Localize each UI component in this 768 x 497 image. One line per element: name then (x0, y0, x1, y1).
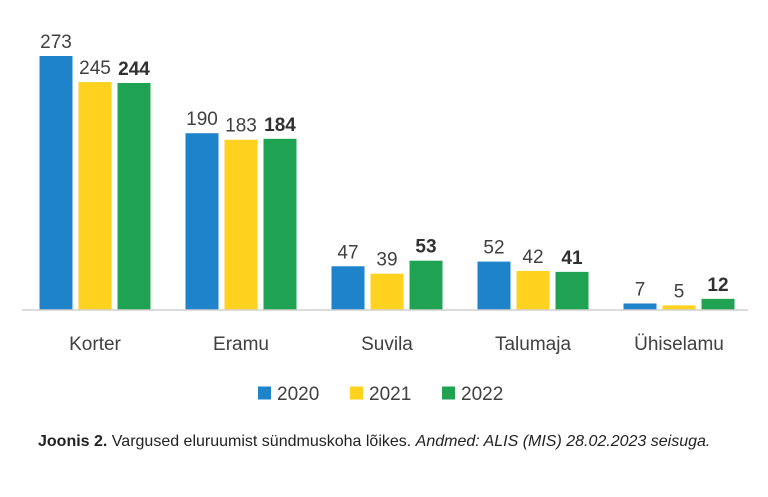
bar-korter-2022 (117, 82, 151, 310)
category-label-3: Suvila (361, 334, 413, 355)
category-labels-layer: Korter Eramu Suvila Talumaja Ühiselamu (69, 334, 724, 355)
value-label-korter-2020: 273 (40, 32, 72, 53)
value-label-suvila-2022: 53 (415, 237, 436, 258)
legend-label-2020: 2020 (277, 384, 319, 405)
legend: 2020 2021 2022 (258, 384, 503, 405)
legend-swatch-2020 (258, 386, 271, 400)
value-label-eramu-2022: 184 (264, 115, 296, 136)
value-label-talumaja-2021: 42 (522, 247, 543, 268)
bar-eramu-2021 (224, 139, 258, 310)
value-label-suvila-2020: 47 (337, 242, 358, 263)
caption-source: Andmed: ALIS (MIS) 28.02.2023 seisuga. (415, 433, 711, 450)
caption-figure-label: Joonis 2. (38, 433, 108, 450)
bars-layer (39, 56, 735, 310)
bar-korter-2021 (78, 82, 112, 310)
bar-eramu-2022 (263, 138, 297, 310)
bar-ühiselamu-2022 (701, 298, 735, 310)
value-labels-layer: 273 245 244 190 183 184 47 39 53 52 42 41 7 5 12 (40, 32, 728, 302)
bar-suvila-2021 (370, 273, 404, 310)
legend-swatch-2021 (350, 386, 363, 400)
value-label-ühiselamu-2022: 12 (707, 275, 728, 296)
value-label-suvila-2021: 39 (376, 250, 397, 271)
value-label-talumaja-2022: 41 (561, 248, 583, 269)
value-label-eramu-2020: 190 (186, 109, 218, 130)
value-label-korter-2021: 245 (79, 58, 111, 79)
legend-label-2021: 2021 (369, 384, 411, 405)
value-label-talumaja-2020: 52 (483, 238, 504, 259)
bar-talumaja-2022 (555, 271, 589, 310)
value-label-korter-2022: 244 (118, 59, 150, 80)
bar-korter-2020 (39, 56, 73, 310)
value-label-ühiselamu-2020: 7 (635, 279, 646, 300)
category-label-2: Eramu (213, 334, 269, 355)
caption-text: Vargused eluruumist sündmuskoha lõikes. (107, 433, 416, 450)
legend-label-2022: 2022 (461, 384, 503, 405)
bar-talumaja-2020 (477, 261, 511, 310)
bar-suvila-2022 (409, 260, 443, 310)
legend-swatch-2022 (442, 386, 455, 400)
value-label-eramu-2021: 183 (225, 116, 257, 137)
bar-suvila-2020 (331, 266, 365, 310)
bar-ühiselamu-2020 (623, 303, 657, 310)
category-label-5: Ühiselamu (634, 334, 724, 355)
category-label-4: Talumaja (495, 334, 571, 355)
bar-chart: 273 245 244 190 183 184 47 39 53 52 42 41 7 5 12 Korte… (22, 32, 748, 405)
bar-eramu-2020 (185, 133, 219, 310)
bar-talumaja-2021 (516, 270, 550, 310)
category-label-1: Korter (69, 334, 121, 355)
value-label-ühiselamu-2021: 5 (674, 281, 685, 302)
bar-ühiselamu-2021 (662, 305, 696, 310)
figure-caption: Joonis 2. Vargused eluruumist sündmuskoh… (38, 430, 750, 454)
